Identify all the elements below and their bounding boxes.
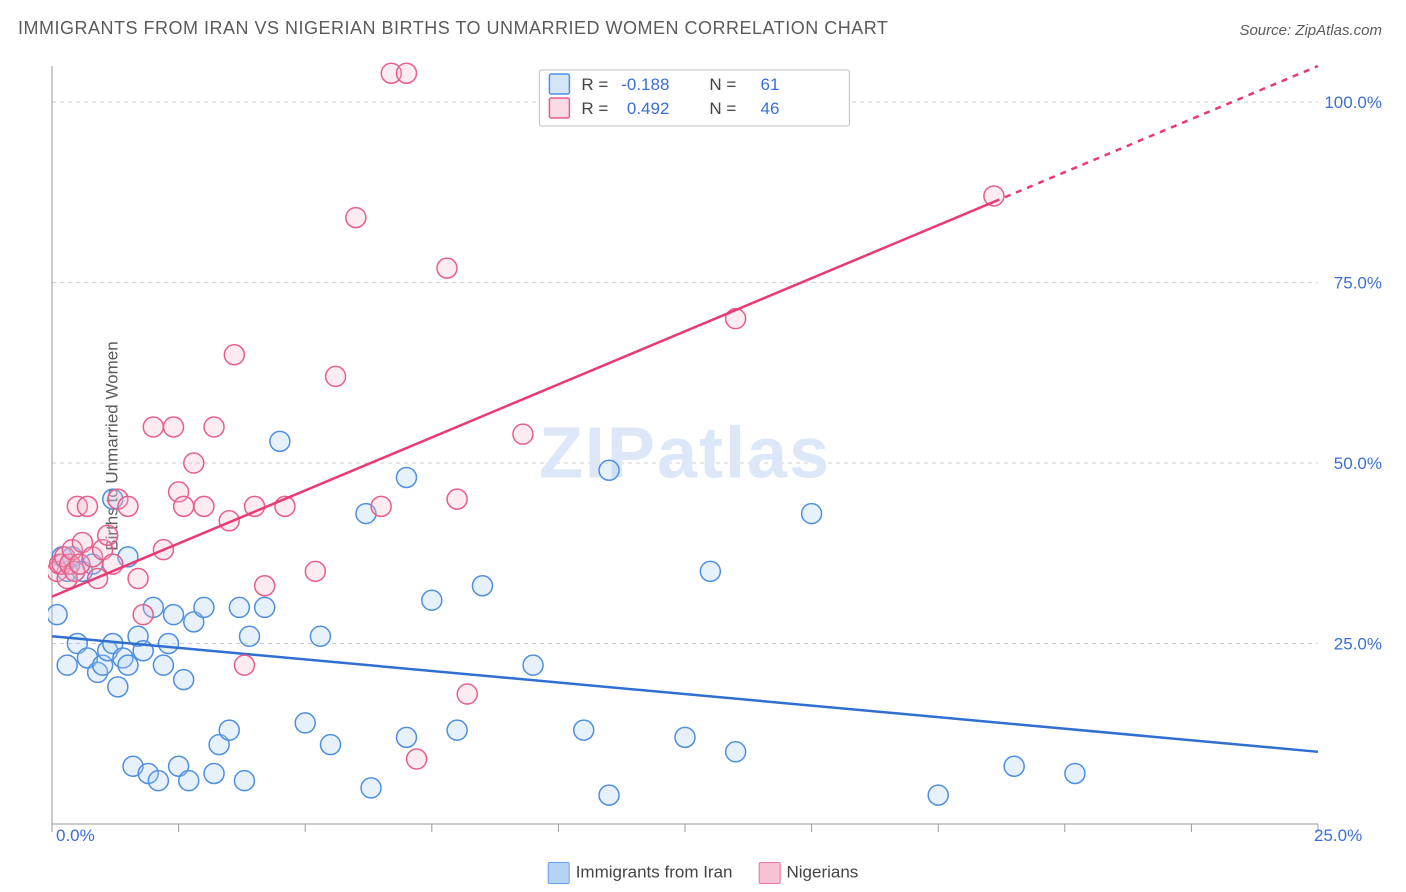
x-tick-label: 0.0% — [56, 826, 95, 842]
data-point — [158, 634, 178, 654]
data-point — [239, 626, 259, 646]
trend-line-dashed — [994, 66, 1318, 202]
legend-n-label: N = — [709, 99, 736, 118]
data-point — [700, 561, 720, 581]
data-point — [48, 605, 67, 625]
source-attribution: Source: ZipAtlas.com — [1239, 22, 1382, 39]
data-point — [726, 742, 746, 762]
data-point — [599, 460, 619, 480]
data-point — [437, 258, 457, 278]
data-point — [1004, 756, 1024, 776]
y-tick-label: 75.0% — [1334, 274, 1382, 293]
data-point — [1065, 763, 1085, 783]
data-point — [224, 345, 244, 365]
data-point — [57, 655, 77, 675]
data-point — [326, 366, 346, 386]
data-point — [174, 496, 194, 516]
legend-label: Immigrants from Iran — [576, 862, 733, 881]
data-point — [802, 504, 822, 524]
data-point — [407, 749, 427, 769]
data-point — [179, 771, 199, 791]
data-point — [184, 453, 204, 473]
legend-item: Immigrants from Iran — [548, 862, 733, 884]
data-point — [310, 626, 330, 646]
data-point — [148, 771, 168, 791]
scatter-chart: ZIPatlas 0.0% 25.0% 25.0% 50.0% 75.0% 100.0% R … — [48, 56, 1388, 842]
data-point — [204, 763, 224, 783]
data-point — [447, 489, 467, 509]
trend-line — [52, 202, 994, 597]
legend-bottom: Immigrants from Iran Nigerians — [548, 862, 859, 884]
data-point — [396, 727, 416, 747]
data-point — [457, 684, 477, 704]
legend-r-label: R = — [581, 75, 608, 94]
legend-swatch — [548, 862, 570, 884]
data-point — [523, 655, 543, 675]
data-point — [118, 496, 138, 516]
data-point — [255, 576, 275, 596]
legend-swatch — [549, 98, 569, 118]
data-point — [219, 720, 239, 740]
legend-n-value: 46 — [760, 99, 779, 118]
data-point — [234, 655, 254, 675]
legend-n-label: N = — [709, 75, 736, 94]
legend-r-value: -0.188 — [621, 75, 669, 94]
data-point — [219, 511, 239, 531]
data-point — [128, 569, 148, 589]
data-point — [396, 63, 416, 83]
data-point — [143, 417, 163, 437]
data-point — [928, 785, 948, 805]
legend-swatch — [549, 74, 569, 94]
data-point — [305, 561, 325, 581]
chart-svg: ZIPatlas 0.0% 25.0% 25.0% 50.0% 75.0% 100.0% R … — [48, 56, 1388, 842]
data-point — [371, 496, 391, 516]
data-point — [108, 677, 128, 697]
data-point — [675, 727, 695, 747]
data-point — [229, 597, 249, 617]
data-point — [153, 655, 173, 675]
data-point — [255, 597, 275, 617]
data-point — [194, 597, 214, 617]
legend-item: Nigerians — [759, 862, 859, 884]
data-point — [204, 417, 224, 437]
data-point — [133, 605, 153, 625]
data-point — [361, 778, 381, 798]
data-point — [164, 417, 184, 437]
legend-n-value: 61 — [760, 75, 779, 94]
data-point — [98, 525, 118, 545]
y-tick-label: 25.0% — [1334, 635, 1382, 654]
x-tick-label: 25.0% — [1314, 826, 1362, 842]
data-point — [164, 605, 184, 625]
data-point — [174, 670, 194, 690]
data-point — [118, 655, 138, 675]
legend-label: Nigerians — [787, 862, 859, 881]
data-point — [194, 496, 214, 516]
legend-r-value: 0.492 — [627, 99, 670, 118]
data-point — [513, 424, 533, 444]
chart-title: IMMIGRANTS FROM IRAN VS NIGERIAN BIRTHS … — [18, 18, 888, 39]
y-tick-label: 100.0% — [1324, 93, 1382, 112]
legend-swatch — [759, 862, 781, 884]
data-point — [422, 590, 442, 610]
legend-r-label: R = — [581, 99, 608, 118]
data-point — [346, 208, 366, 228]
data-point — [574, 720, 594, 740]
data-point — [472, 576, 492, 596]
y-tick-label: 50.0% — [1334, 454, 1382, 473]
data-point — [599, 785, 619, 805]
data-point — [295, 713, 315, 733]
data-point — [396, 467, 416, 487]
data-point — [77, 496, 97, 516]
data-point — [447, 720, 467, 740]
data-point — [234, 771, 254, 791]
data-point — [270, 431, 290, 451]
watermark: ZIPatlas — [539, 413, 831, 493]
data-point — [321, 735, 341, 755]
